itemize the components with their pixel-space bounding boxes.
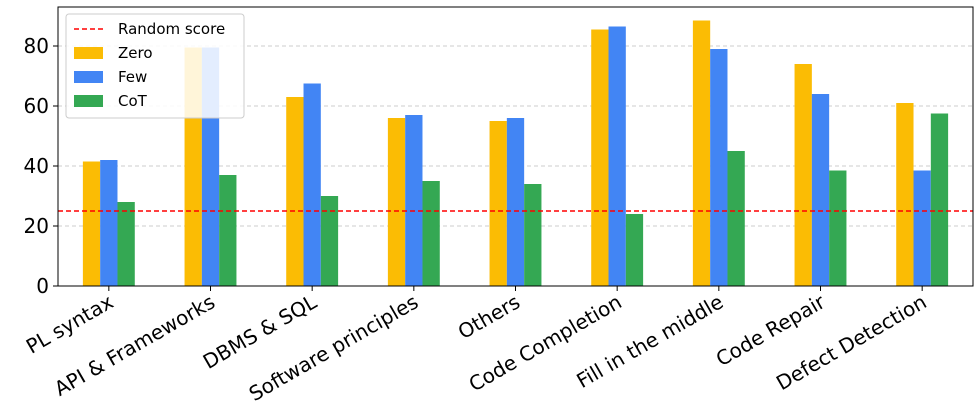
legend: Random score Zero Few CoT: [65, 13, 245, 119]
y-tick-label-0: 0: [36, 274, 49, 298]
bar-few-pl-syntax: [100, 160, 118, 286]
bar-zero-code-repair: [794, 64, 812, 286]
bar-zero-software-principles: [387, 118, 406, 286]
legend-label-cot: CoT: [118, 92, 148, 110]
x-tick-label-others: Others: [454, 290, 524, 344]
y-axis-ticks: 0 20 40 60 80: [24, 34, 58, 298]
bar-zero-others: [489, 121, 507, 286]
bar-few-code-completion: [608, 26, 626, 286]
bar-few-others: [506, 118, 525, 286]
bar-few-software-principles: [405, 115, 423, 286]
legend-swatch-few: [74, 71, 103, 83]
bar-cot-dbms-sql: [320, 196, 339, 286]
legend-label-zero: Zero: [118, 44, 153, 62]
y-tick-label-40: 40: [24, 154, 49, 178]
bar-few-defect-detection: [913, 170, 931, 286]
y-tick-label-20: 20: [24, 214, 49, 238]
bar-cot-code-completion: [625, 214, 644, 286]
bar-zero-code-completion: [591, 29, 609, 286]
bar-zero-defect-detection: [896, 103, 914, 286]
y-tick-label-80: 80: [24, 34, 49, 58]
legend-box: [65, 13, 245, 119]
bar-cot-fill-in-the-middle: [727, 151, 745, 286]
legend-label-random-score: Random score: [118, 20, 225, 38]
legend-label-few: Few: [118, 68, 147, 86]
x-tick-label-software-principles: Software principles: [245, 290, 423, 406]
bar-cot-others: [524, 184, 542, 286]
y-tick-label-60: 60: [24, 94, 49, 118]
legend-swatch-cot: [74, 95, 103, 107]
bar-cot-pl-syntax: [117, 202, 135, 286]
bar-cot-software-principles: [422, 181, 440, 286]
bar-zero-fill-in-the-middle: [692, 20, 711, 286]
bar-few-code-repair: [811, 94, 830, 286]
bar-few-dbms-sql: [303, 83, 321, 286]
legend-swatch-zero: [74, 47, 103, 59]
bar-cot-defect-detection: [930, 113, 949, 286]
bar-zero-pl-syntax: [82, 161, 101, 286]
bars: [82, 20, 949, 286]
x-tick-label-pl-syntax: PL syntax: [22, 289, 118, 358]
bar-zero-dbms-sql: [286, 97, 304, 286]
bar-few-fill-in-the-middle: [710, 49, 728, 286]
bar-cot-code-repair: [829, 170, 847, 286]
bar-cot-api-frameworks: [219, 175, 237, 286]
